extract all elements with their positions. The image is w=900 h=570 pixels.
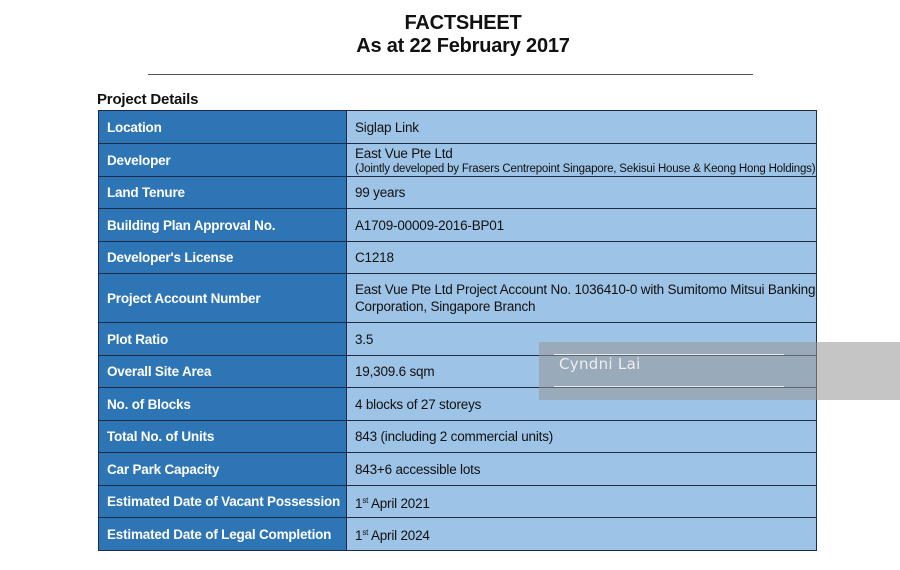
watermark-line-top <box>554 354 784 355</box>
row-label: Project Account Number <box>98 273 347 323</box>
date-ordinal: st <box>362 528 369 537</box>
date-rest: April 2024 <box>368 528 430 543</box>
project-account-line-1: East Vue Pte Ltd Project Account No. 103… <box>355 282 816 297</box>
row-value: Siglap Link <box>346 110 817 144</box>
date-day: 1 <box>355 495 363 511</box>
table-row-plot-ratio: Plot Ratio 3.5 <box>98 322 817 356</box>
row-label: Total No. of Units <box>98 420 347 453</box>
table-row-units: Total No. of Units 843 (including 2 comm… <box>98 420 817 453</box>
section-title: Project Details <box>97 91 199 108</box>
table-row-land-tenure: Land Tenure 99 years <box>98 176 817 209</box>
row-label: Land Tenure <box>98 176 347 209</box>
date-rest: April 2021 <box>368 495 430 511</box>
project-details-table: Location Siglap Link Developer East Vue … <box>98 110 817 551</box>
table-row-project-account: Project Account Number East Vue Pte Ltd … <box>98 273 817 323</box>
row-label: Car Park Capacity <box>98 452 347 486</box>
project-account-line-2: Corporation, Singapore Branch <box>355 299 536 314</box>
header-divider <box>148 74 753 75</box>
date-day: 1 <box>355 528 363 543</box>
row-value: C1218 <box>346 241 817 274</box>
table-row-developer: Developer East Vue Pte Ltd (Jointly deve… <box>98 143 817 177</box>
row-value: 843 (including 2 commercial units) <box>346 420 817 453</box>
table-row-bp-approval: Building Plan Approval No. A1709-00009-2… <box>98 208 817 242</box>
row-label: No. of Blocks <box>98 387 347 421</box>
row-label: Developer <box>98 143 347 177</box>
watermark-text: Cyndni Lai <box>559 355 641 373</box>
row-label: Overall Site Area <box>98 355 347 388</box>
table-row-car-park: Car Park Capacity 843+6 accessible lots <box>98 452 817 486</box>
watermark-overlay: Cyndni Lai <box>539 342 900 400</box>
table-row-legal-completion: Estimated Date of Legal Completion 1st A… <box>98 517 817 551</box>
table-row-vacant-possession: Estimated Date of Vacant Possession 1st … <box>98 485 817 518</box>
table-row-location: Location Siglap Link <box>98 110 817 144</box>
row-label: Estimated Date of Vacant Possession <box>98 485 347 518</box>
table-row-developer-license: Developer's License C1218 <box>98 241 817 274</box>
row-value: East Vue Pte Ltd Project Account No. 103… <box>346 273 817 323</box>
watermark-line-bottom <box>554 386 784 387</box>
row-value: A1709-00009-2016-BP01 <box>346 208 817 242</box>
row-value: 1st April 2024 <box>346 517 817 551</box>
row-value: 843+6 accessible lots <box>346 452 817 486</box>
date-ordinal: st <box>362 495 369 505</box>
developer-name: East Vue Pte Ltd <box>355 145 453 161</box>
document-header: FACTSHEET As at 22 February 2017 <box>0 12 900 58</box>
document-title: FACTSHEET <box>404 12 522 34</box>
row-label: Location <box>98 110 347 144</box>
developer-note: (Jointly developed by Frasers Centrepoin… <box>355 162 816 175</box>
row-value: 1st April 2021 <box>346 485 817 518</box>
row-label: Estimated Date of Legal Completion <box>98 517 347 551</box>
document-date: As at 22 February 2017 <box>356 35 570 57</box>
row-label: Building Plan Approval No. <box>98 208 347 242</box>
row-label: Plot Ratio <box>98 322 347 356</box>
row-value: East Vue Pte Ltd (Jointly developed by F… <box>346 143 817 177</box>
row-value: 99 years <box>346 176 817 209</box>
row-label: Developer's License <box>98 241 347 274</box>
